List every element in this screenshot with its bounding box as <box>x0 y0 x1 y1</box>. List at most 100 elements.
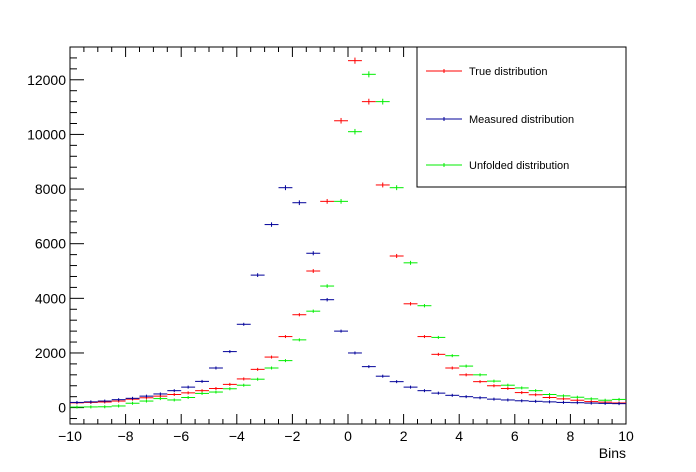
y-tick-label: 6000 <box>35 236 66 252</box>
data-point <box>111 404 126 408</box>
data-point <box>125 396 140 400</box>
data-point <box>473 373 487 377</box>
data-point <box>403 260 418 265</box>
data-point <box>139 394 154 398</box>
series-layer <box>70 57 626 409</box>
data-point <box>403 385 418 389</box>
data-point <box>417 335 432 339</box>
x-axis: −10 −8 −6 −4 −2 0 2 4 6 8 10 <box>58 47 634 444</box>
data-point <box>584 401 599 405</box>
data-point <box>500 386 515 390</box>
data-point <box>222 382 237 386</box>
data-point <box>264 366 279 370</box>
data-point <box>598 401 613 405</box>
x-tick-label: 8 <box>567 428 575 444</box>
data-point <box>278 335 293 339</box>
data-point <box>222 387 237 391</box>
data-point <box>181 396 196 400</box>
data-point <box>417 389 432 393</box>
data-point <box>445 393 460 397</box>
legend-label-true: True distribution <box>469 66 547 78</box>
data-point <box>153 397 168 401</box>
data-point <box>542 392 557 396</box>
x-tick-label: −6 <box>173 428 189 444</box>
data-point <box>292 200 307 206</box>
data-point <box>320 297 335 302</box>
data-point <box>459 373 474 377</box>
legend-label-measured: Measured distribution <box>469 114 574 126</box>
data-point <box>264 222 279 227</box>
data-point <box>83 405 98 409</box>
data-point <box>361 71 376 78</box>
data-point <box>528 393 543 397</box>
data-point <box>570 395 585 399</box>
data-point <box>348 351 362 355</box>
x-tick-label: 4 <box>455 428 463 444</box>
data-point <box>278 185 293 191</box>
y-tick-label: 12000 <box>27 72 66 88</box>
series-measured-distribution <box>70 185 626 406</box>
data-point <box>70 400 84 404</box>
data-point <box>153 392 168 396</box>
data-point <box>250 367 265 371</box>
y-tick-label: 8000 <box>35 181 66 197</box>
data-point <box>473 396 487 400</box>
data-point <box>528 399 543 403</box>
data-point <box>320 284 335 288</box>
data-point <box>487 379 501 383</box>
data-point <box>431 352 446 356</box>
data-point <box>250 273 265 278</box>
y-tick-label: 2000 <box>35 345 66 361</box>
data-point <box>487 384 501 388</box>
data-point <box>334 198 348 204</box>
data-point <box>542 396 557 400</box>
data-point <box>361 365 376 369</box>
data-point <box>167 392 182 396</box>
data-point <box>167 389 182 393</box>
y-axis: 0 2000 4000 6000 8000 10000 12000 <box>27 46 84 420</box>
data-point <box>570 401 585 405</box>
data-point <box>500 398 515 402</box>
data-point <box>125 401 140 405</box>
data-point <box>612 397 626 401</box>
data-point <box>236 322 251 326</box>
data-point <box>348 57 362 64</box>
data-point <box>97 405 112 409</box>
data-point <box>181 391 196 395</box>
data-point <box>348 128 362 135</box>
data-point <box>375 182 390 188</box>
data-point <box>278 359 293 363</box>
data-point <box>181 385 196 389</box>
data-point <box>389 253 404 259</box>
legend-entry-true: True distribution <box>426 66 547 78</box>
data-point <box>459 395 474 399</box>
data-point <box>83 400 98 404</box>
x-tick-label: 0 <box>344 428 352 444</box>
data-point <box>556 394 571 398</box>
data-point <box>264 355 279 359</box>
legend-entry-unfolded: Unfolded distribution <box>426 160 569 172</box>
data-point <box>195 389 209 393</box>
data-point <box>320 198 335 204</box>
data-point <box>250 377 265 381</box>
data-point <box>375 98 390 105</box>
data-point <box>542 400 557 404</box>
data-point <box>431 335 446 339</box>
x-tick-label: −10 <box>58 428 82 444</box>
x-axis-title: Bins <box>599 445 626 461</box>
data-point <box>167 398 182 402</box>
x-tick-label: −2 <box>284 428 300 444</box>
x-tick-label: −4 <box>229 428 245 444</box>
data-point <box>556 397 571 401</box>
y-tick-label: 4000 <box>35 290 66 306</box>
data-point <box>473 380 487 384</box>
x-tick-label: 10 <box>618 428 634 444</box>
y-tick-label: 10000 <box>27 126 66 142</box>
x-tick-label: 6 <box>511 428 519 444</box>
legend-label-unfolded: Unfolded distribution <box>469 160 569 172</box>
data-point <box>556 400 571 404</box>
x-tick-label: 2 <box>400 428 408 444</box>
data-point <box>431 391 446 395</box>
data-point <box>403 302 418 306</box>
